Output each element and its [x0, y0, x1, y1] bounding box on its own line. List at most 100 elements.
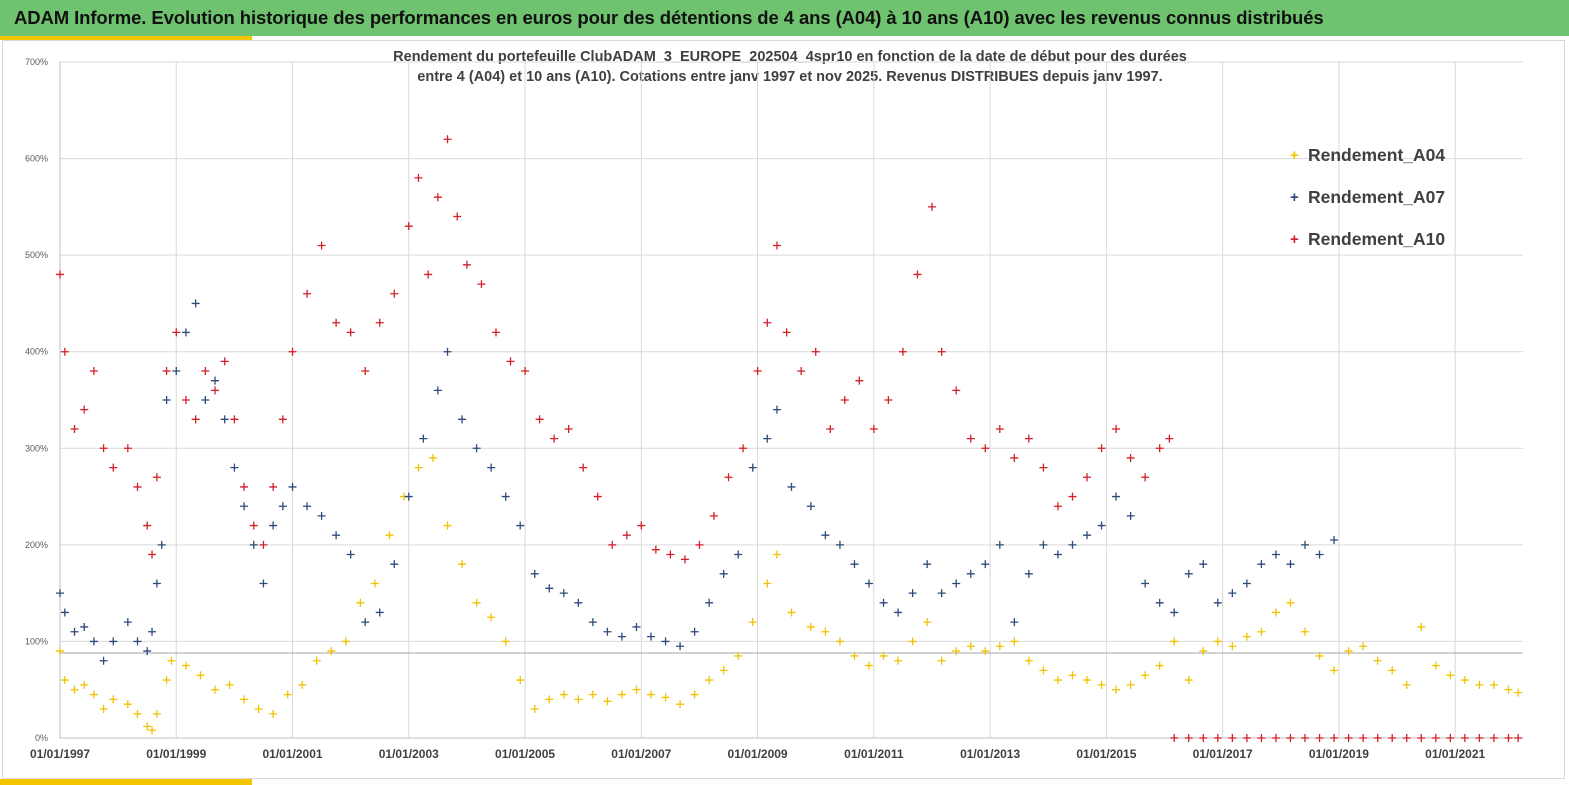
- data-point: [516, 521, 525, 530]
- data-point: [414, 173, 423, 182]
- data-point: [1112, 424, 1121, 433]
- data-point: [1242, 632, 1251, 641]
- data-point: [99, 705, 108, 714]
- data-point: [559, 690, 568, 699]
- data-point: [60, 347, 69, 356]
- data-point: [1155, 444, 1164, 453]
- data-point: [622, 531, 631, 540]
- data-point: [680, 555, 689, 564]
- x-tick-label: 01/01/2017: [1193, 747, 1253, 761]
- data-point: [772, 405, 781, 414]
- data-point: [375, 608, 384, 617]
- data-point: [923, 560, 932, 569]
- data-point: [1184, 569, 1193, 578]
- data-point: [1460, 676, 1469, 685]
- data-point: [89, 637, 98, 646]
- data-point: [1097, 444, 1106, 453]
- data-point: [259, 540, 268, 549]
- data-point: [719, 569, 728, 578]
- data-point: [1271, 608, 1280, 617]
- data-point: [1388, 734, 1397, 742]
- data-point: [898, 347, 907, 356]
- data-point: [1155, 661, 1164, 670]
- data-point: [1083, 473, 1092, 482]
- data-point: [787, 482, 796, 491]
- data-point: [1257, 560, 1266, 569]
- data-point: [1039, 666, 1048, 675]
- data-point: [666, 550, 675, 559]
- data-point: [332, 318, 341, 327]
- data-point: [763, 318, 772, 327]
- data-point: [1141, 473, 1150, 482]
- data-point: [579, 463, 588, 472]
- data-point: [317, 511, 326, 520]
- data-point: [201, 396, 210, 404]
- data-point: [288, 482, 297, 491]
- data-point: [1315, 651, 1324, 660]
- data-point: [70, 685, 79, 694]
- data-point: [811, 347, 820, 356]
- data-point: [80, 622, 89, 631]
- data-point: [734, 651, 743, 660]
- y-tick-label: 400%: [25, 347, 48, 357]
- y-tick-label: 200%: [25, 540, 48, 550]
- data-point: [608, 540, 617, 549]
- data-point: [952, 579, 961, 588]
- data-point: [288, 347, 297, 356]
- data-point: [937, 589, 946, 598]
- data-point: [913, 270, 922, 279]
- y-tick-label: 100%: [25, 636, 48, 646]
- x-tick-label: 01/01/2015: [1076, 747, 1136, 761]
- data-point: [269, 482, 278, 491]
- data-point: [143, 647, 152, 656]
- data-point: [404, 222, 413, 231]
- data-point: [240, 502, 249, 511]
- data-point: [1199, 647, 1208, 656]
- x-tick-label: 01/01/2007: [611, 747, 671, 761]
- data-point: [191, 415, 200, 424]
- chart-frame: [2, 40, 1565, 779]
- data-point: [1112, 492, 1121, 501]
- data-point: [191, 299, 200, 308]
- data-point: [661, 637, 670, 646]
- data-point: [1301, 540, 1309, 549]
- y-tick-label: 500%: [25, 250, 48, 260]
- data-point: [865, 579, 874, 588]
- data-point: [521, 367, 530, 376]
- data-point: [148, 627, 157, 636]
- legend-label-a07: Rendement_A07: [1308, 186, 1446, 207]
- data-point: [1228, 642, 1237, 651]
- data-point: [404, 492, 413, 501]
- data-point: [89, 367, 98, 376]
- data-point: [564, 424, 573, 433]
- data-point: [797, 367, 806, 376]
- data-point: [133, 709, 142, 718]
- data-point: [1141, 671, 1150, 680]
- data-point: [60, 608, 69, 617]
- data-point: [501, 637, 510, 646]
- data-point: [966, 642, 975, 651]
- data-point: [1514, 688, 1523, 697]
- chart-title-line-1: Rendement du portefeuille ClubADAM_3_EUR…: [393, 49, 1187, 65]
- data-point: [651, 545, 660, 554]
- data-point: [1514, 734, 1523, 742]
- data-point: [952, 386, 961, 395]
- data-point: [123, 618, 132, 627]
- data-point: [433, 193, 442, 202]
- data-point: [269, 521, 278, 530]
- data-point: [346, 328, 355, 337]
- data-point: [1359, 734, 1368, 742]
- data-point: [327, 647, 336, 656]
- data-point: [181, 328, 190, 337]
- data-point: [1504, 685, 1513, 694]
- data-point: [724, 473, 733, 482]
- data-point: [196, 671, 205, 680]
- data-point: [1315, 550, 1324, 559]
- data-point: [356, 598, 365, 607]
- data-point: [603, 697, 612, 706]
- data-point: [312, 656, 321, 665]
- x-tick-label: 01/01/2001: [262, 747, 322, 761]
- data-point: [201, 367, 210, 376]
- data-point: [1024, 434, 1033, 443]
- data-point: [278, 502, 287, 511]
